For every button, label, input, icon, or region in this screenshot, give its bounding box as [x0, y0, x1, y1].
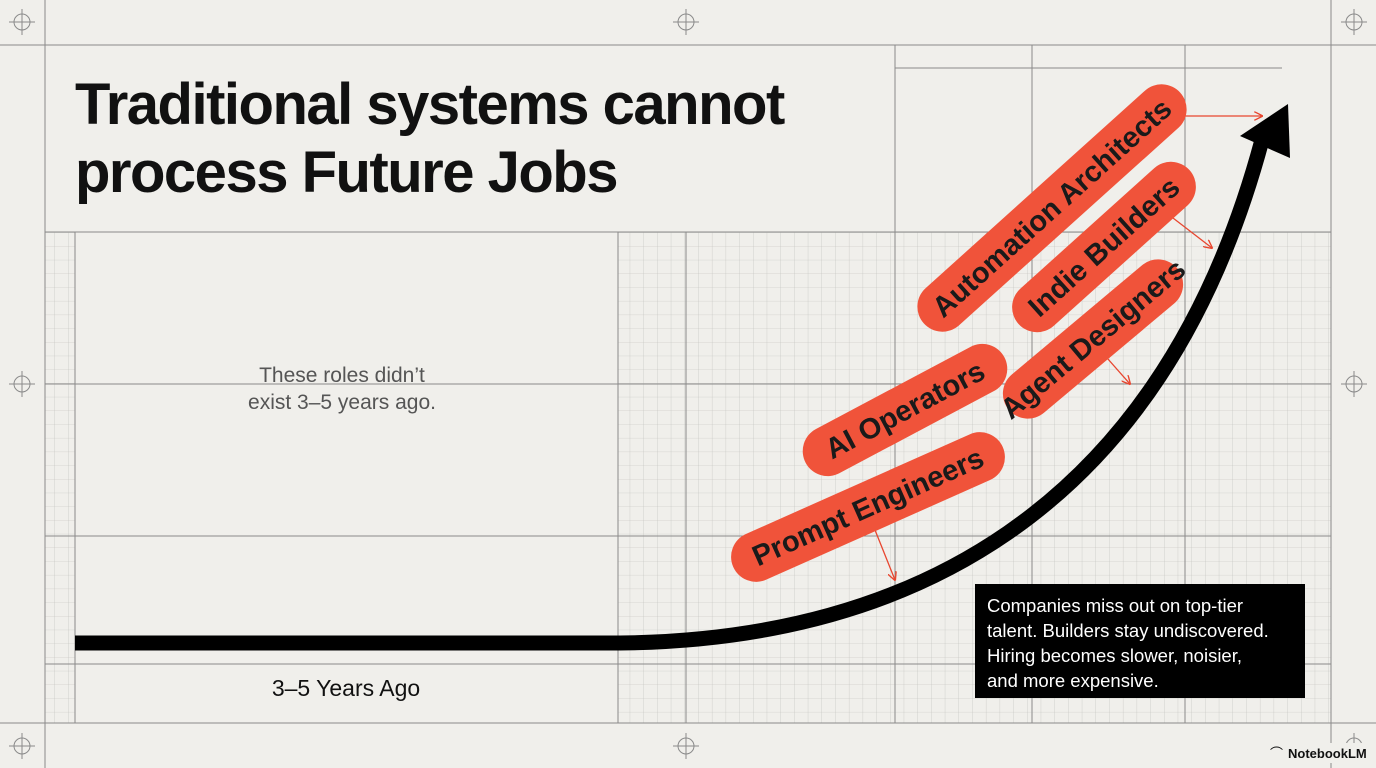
brand-icon: ⌒ — [1270, 746, 1283, 761]
pill-shape — [917, 84, 1187, 332]
callout-line: Hiring becomes slower, noisier, — [987, 645, 1242, 666]
note-line: exist 3–5 years ago. — [248, 391, 436, 414]
callout-line: and more expensive. — [987, 670, 1159, 691]
title-line: process Future Jobs — [75, 140, 617, 205]
note-line: These roles didn’t — [259, 364, 425, 387]
axis-label: 3–5 Years Ago — [272, 675, 420, 701]
pill-shape — [731, 432, 1005, 582]
pill-shape — [1002, 259, 1184, 419]
title-line: Traditional systems cannot — [75, 72, 785, 137]
growth-curve — [75, 138, 1270, 651]
callout-line: talent. Builders stay undiscovered. — [987, 620, 1269, 641]
curve-arrowhead — [1240, 104, 1290, 158]
brand: NotebookLM — [1288, 746, 1367, 761]
callout-box — [975, 584, 1305, 698]
pill-shape — [1012, 161, 1196, 333]
pill-shape — [802, 343, 1008, 477]
brand-bg — [1262, 743, 1372, 763]
callout-line: Companies miss out on top-tier — [987, 595, 1243, 616]
